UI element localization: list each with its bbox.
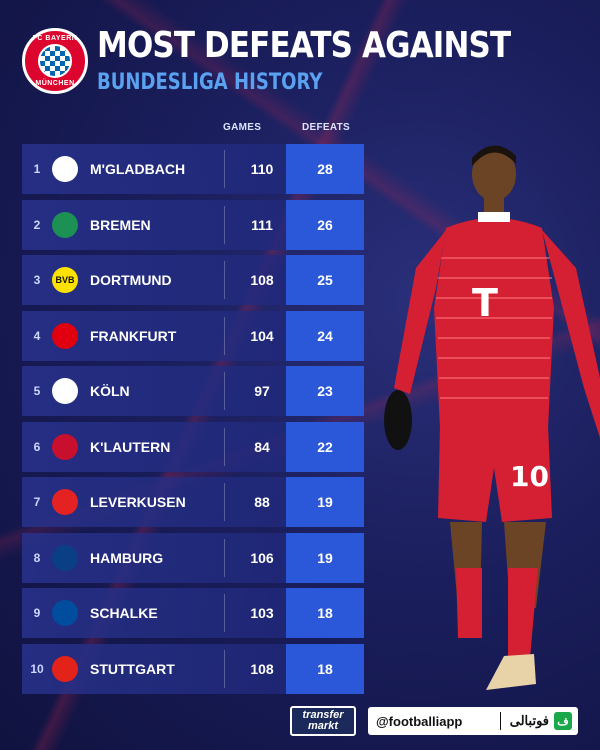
column-divider [224,538,225,577]
divider [499,712,501,730]
rank-number: 2 [33,217,41,232]
footballi-app-icon: ف [554,712,572,730]
column-divider [224,427,225,466]
team-name: STUTTGART [90,660,175,677]
column-divider [224,649,225,688]
tm-top-text: transfer [302,709,344,721]
games-value: 84 [254,438,270,455]
team-crest-icon [52,156,78,182]
table-row: 1 M'GLADBACH 110 28 [22,144,364,194]
rank-number: 6 [33,439,41,454]
games-value: 110 [250,161,274,177]
team-name: HAMBURG [90,549,164,566]
team-name: DORTMUND [90,272,172,288]
defeats-value: 19 [286,532,364,583]
team-crest-icon [52,489,78,515]
games-value: 111 [251,216,273,233]
column-divider [224,205,225,244]
team-name: KÖLN [90,383,130,399]
games-value: 104 [250,327,274,344]
team-crest-icon: BVB [52,267,78,293]
defeats-column-header: DEFEATS [302,122,351,133]
defeats-value: 23 [286,366,364,416]
logo-diamonds [38,44,72,78]
table-row: 5 KÖLN 97 23 [22,366,364,416]
column-divider [224,372,225,410]
defeats-value: 25 [286,255,364,305]
team-crest-icon [52,211,78,238]
table-row: 6 K'LAUTERN 84 22 [22,421,364,472]
team-crest-label: BVB [55,275,75,285]
team-crest-icon [52,433,78,460]
column-divider [224,483,225,521]
table-row: 4 FRANKFURT 104 24 [22,310,364,361]
ranking-table: 1 M'GLADBACH 110 28 2 BREMEN 111 26 3 BVB DORTMUND… [22,144,364,699]
table-row: 3 BVB DORTMUND 108 25 [22,255,364,305]
bayern-logo: FC BAYERN MÜNCHEN [22,28,88,94]
games-value: 108 [250,660,274,677]
defeats-value: 28 [286,144,364,194]
team-name: LEVERKUSEN [90,494,186,510]
table-row: 10 STUTTGART 108 18 [22,643,364,694]
games-value: 97 [254,383,270,399]
footballiapp-handle: @footballiapp [376,713,463,729]
games-value: 88 [254,494,270,510]
team-crest-icon [52,655,78,682]
team-name: SCHALKE [90,605,158,621]
table-row: 7 LEVERKUSEN 88 19 [22,477,364,527]
rank-number: 4 [33,328,41,343]
team-crest-icon [52,322,78,349]
team-crest-icon [52,600,78,626]
column-divider [224,261,225,299]
footballi-brand: فوتبالی [509,713,549,728]
footballiapp-credit: @footballiapp فوتبالی ف [368,707,578,735]
team-crest-icon [52,378,78,404]
page-title: MOST DEFEATS AGAINST [97,25,511,66]
column-divider [224,316,225,355]
team-name: FRANKFURT [90,327,177,344]
table-row: 9 SCHALKE 103 18 [22,588,364,638]
games-value: 103 [250,605,274,621]
rank-number: 7 [33,495,41,509]
transfermarkt-logo: transfer markt [290,706,356,736]
rank-number: 9 [33,606,41,620]
player-image: T 10 [384,145,600,690]
column-divider [224,150,225,188]
team-crest-icon [52,544,78,571]
games-value: 106 [250,549,274,566]
games-value: 108 [250,272,274,288]
table-row: 8 HAMBURG 106 19 [22,532,364,583]
team-name: BREMEN [90,216,151,233]
defeats-value: 22 [286,421,364,472]
rank-number: 5 [33,384,41,398]
logo-bottom-text: MÜNCHEN [35,80,75,87]
rank-number: 8 [33,550,41,565]
column-divider [224,594,225,632]
rank-number: 10 [30,661,44,676]
games-column-header: GAMES [223,122,262,133]
shirt-number: 10 [510,460,549,493]
defeats-value: 19 [286,477,364,527]
tm-bottom-text: markt [308,720,338,732]
defeats-value: 24 [286,310,364,361]
rank-number: 1 [33,162,41,176]
logo-top-text: FC BAYERN [32,35,78,42]
defeats-value: 26 [286,199,364,250]
page-subtitle: BUNDESLIGA HISTORY [97,70,323,95]
defeats-value: 18 [286,643,364,694]
table-row: 2 BREMEN 111 26 [22,199,364,250]
defeats-value: 18 [286,588,364,638]
team-name: M'GLADBACH [90,161,186,177]
team-name: K'LAUTERN [90,438,171,455]
sponsor-text: T [472,281,498,325]
rank-number: 3 [33,273,41,287]
